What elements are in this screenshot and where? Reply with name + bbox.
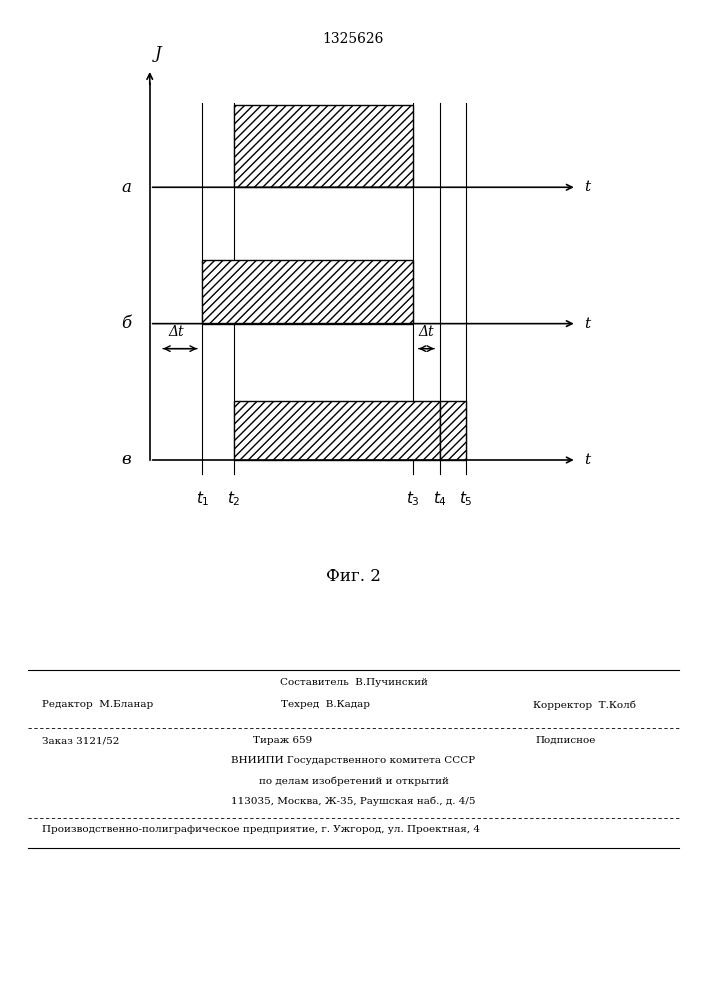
Bar (234, 105, 414, 187)
Text: t: t (585, 317, 590, 331)
Text: Фиг. 2: Фиг. 2 (326, 568, 381, 585)
Text: $t_5$: $t_5$ (459, 490, 473, 508)
Text: t: t (585, 180, 590, 194)
Text: a: a (121, 179, 131, 196)
Text: Δt: Δt (168, 325, 184, 339)
Text: J: J (155, 45, 162, 62)
Bar (440, 401, 466, 460)
Text: $t_3$: $t_3$ (407, 490, 420, 508)
Text: 1325626: 1325626 (323, 32, 384, 46)
Text: Подписное: Подписное (535, 736, 596, 745)
Text: ВНИИПИ Государственного комитета СССР: ВНИИПИ Государственного комитета СССР (231, 756, 476, 765)
Text: t: t (585, 453, 590, 467)
Text: $t_1$: $t_1$ (196, 490, 209, 508)
Text: Производственно-полиграфическое предприятие, г. Ужгород, ул. Проектная, 4: Производственно-полиграфическое предприя… (42, 825, 481, 834)
Bar (234, 401, 440, 460)
Text: Корректор  Т.Колб: Корректор Т.Колб (533, 700, 636, 710)
Bar (202, 260, 414, 324)
Text: Δt: Δt (419, 325, 434, 339)
Text: в: в (121, 452, 131, 468)
Text: $t_2$: $t_2$ (227, 490, 241, 508)
Text: $t_4$: $t_4$ (433, 490, 447, 508)
Text: по делам изобретений и открытий: по делам изобретений и открытий (259, 776, 448, 786)
Text: Заказ 3121/52: Заказ 3121/52 (42, 736, 119, 745)
Text: 113035, Москва, Ж-35, Раушская наб., д. 4/5: 113035, Москва, Ж-35, Раушская наб., д. … (231, 796, 476, 806)
Text: б: б (121, 315, 131, 332)
Text: Тираж 659: Тираж 659 (253, 736, 312, 745)
Text: Редактор  М.Бланар: Редактор М.Бланар (42, 700, 153, 709)
Text: Техред  В.Кадар: Техред В.Кадар (281, 700, 370, 709)
Text: Составитель  В.Пучинский: Составитель В.Пучинский (279, 678, 428, 687)
